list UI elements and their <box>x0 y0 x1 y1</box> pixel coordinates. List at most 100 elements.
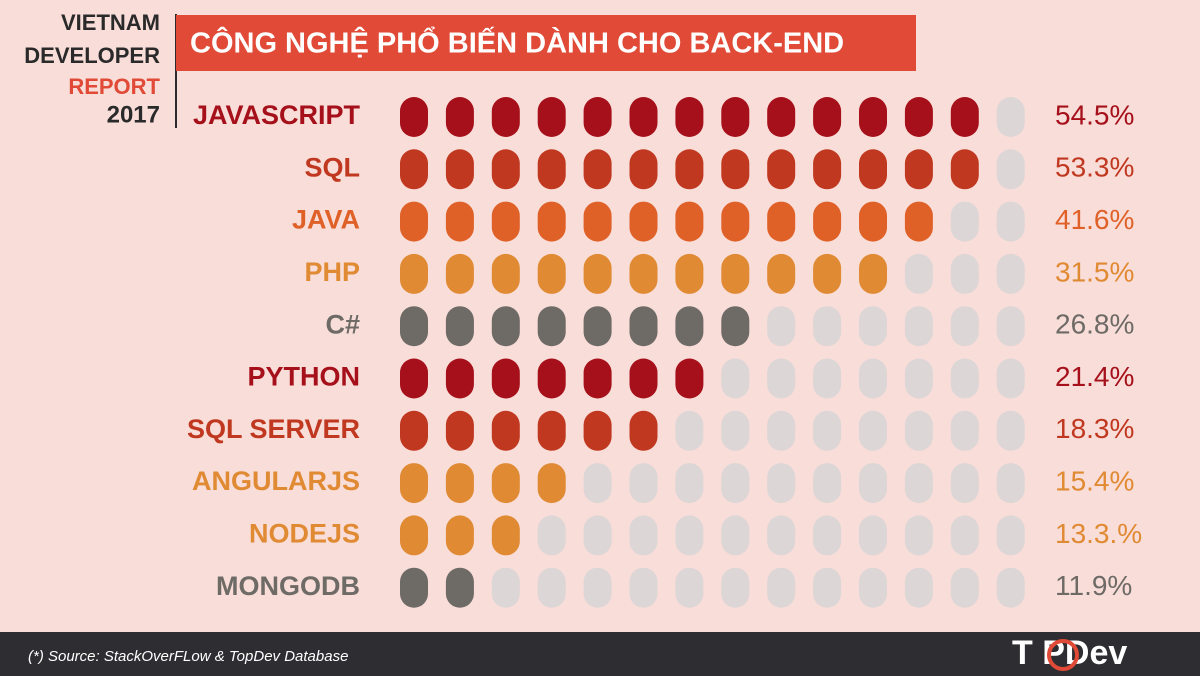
empty-pill <box>675 410 704 451</box>
value-label: 21.4% <box>1055 361 1134 392</box>
logo-icon <box>1047 639 1079 671</box>
empty-pill <box>583 463 612 504</box>
filled-pill <box>445 567 474 608</box>
empty-pill <box>904 306 933 347</box>
empty-pill <box>950 253 979 294</box>
filled-pill <box>629 201 658 242</box>
empty-pill <box>767 515 796 556</box>
filled-pill <box>445 149 474 190</box>
empty-pill <box>950 463 979 504</box>
filled-pill <box>813 149 842 190</box>
filled-pill <box>583 358 612 399</box>
empty-pill <box>629 463 658 504</box>
value-label: 53.3% <box>1055 152 1134 183</box>
filled-pill <box>721 149 750 190</box>
empty-pill <box>904 463 933 504</box>
category-label: NODEJS <box>249 519 360 549</box>
category-label: MONGODB <box>216 571 360 601</box>
filled-pill <box>629 97 658 137</box>
filled-pill <box>491 253 520 294</box>
filled-pill <box>767 253 796 294</box>
empty-pill <box>537 567 566 608</box>
category-label: SQL <box>304 152 360 182</box>
header-line: REPORT <box>68 74 160 99</box>
category-label: JAVA <box>292 205 360 235</box>
source-note: (*) Source: StackOverFLow & TopDev Datab… <box>28 648 348 665</box>
filled-pill <box>491 515 520 556</box>
empty-pill <box>721 567 750 608</box>
filled-pill <box>904 97 933 137</box>
value-label: 31.5% <box>1055 256 1134 287</box>
empty-pill <box>491 567 520 608</box>
value-label: 15.4% <box>1055 465 1134 496</box>
value-label: 18.3% <box>1055 413 1134 444</box>
filled-pill <box>400 410 428 451</box>
filled-pill <box>583 410 612 451</box>
filled-pill <box>629 149 658 190</box>
chart-title: CÔNG NGHỆ PHỔ BIẾN DÀNH CHO BACK-END <box>190 26 844 60</box>
filled-pill <box>491 410 520 451</box>
filled-pill <box>583 306 612 347</box>
filled-pill <box>445 97 474 137</box>
filled-pill <box>767 201 796 242</box>
filled-pill <box>813 201 842 242</box>
empty-pill <box>859 567 887 608</box>
filled-pill <box>400 306 428 347</box>
category-label: C# <box>325 309 360 339</box>
empty-pill <box>767 306 796 347</box>
empty-pill <box>996 463 1025 504</box>
filled-pill <box>400 201 428 242</box>
filled-pill <box>950 97 979 137</box>
filled-pill <box>859 253 887 294</box>
empty-pill <box>950 306 979 347</box>
filled-pill <box>445 515 474 556</box>
empty-pill <box>537 515 566 556</box>
filled-pill <box>400 463 428 504</box>
filled-pill <box>675 358 704 399</box>
footer-bar <box>0 632 1200 676</box>
empty-pill <box>721 358 750 399</box>
filled-pill <box>491 358 520 399</box>
empty-pill <box>813 306 842 347</box>
filled-pill <box>537 97 566 137</box>
filled-pill <box>537 463 566 504</box>
filled-pill <box>950 149 979 190</box>
empty-pill <box>675 463 704 504</box>
filled-pill <box>491 201 520 242</box>
filled-pill <box>445 463 474 504</box>
empty-pill <box>813 410 842 451</box>
empty-pill <box>721 515 750 556</box>
filled-pill <box>629 410 658 451</box>
empty-pill <box>767 358 796 399</box>
value-label: 41.6% <box>1055 204 1134 235</box>
empty-pill <box>996 567 1025 608</box>
category-label: PHP <box>304 257 360 287</box>
filled-pill <box>813 97 842 137</box>
filled-pill <box>400 567 428 608</box>
filled-pill <box>675 201 704 242</box>
filled-pill <box>767 97 796 137</box>
empty-pill <box>996 306 1025 347</box>
value-label: 13.3.% <box>1055 518 1142 549</box>
filled-pill <box>583 97 612 137</box>
filled-pill <box>583 201 612 242</box>
category-label: ANGULARJS <box>192 466 360 496</box>
filled-pill <box>445 358 474 399</box>
empty-pill <box>859 306 887 347</box>
empty-pill <box>675 515 704 556</box>
header-line: 2017 <box>107 101 160 128</box>
filled-pill <box>721 253 750 294</box>
empty-pill <box>859 410 887 451</box>
header-line: DEVELOPER <box>24 43 160 68</box>
empty-pill <box>583 567 612 608</box>
filled-pill <box>400 97 428 137</box>
filled-pill <box>629 253 658 294</box>
empty-pill <box>859 358 887 399</box>
value-label: 54.5% <box>1055 99 1134 130</box>
empty-pill <box>859 463 887 504</box>
filled-pill <box>400 253 428 294</box>
empty-pill <box>859 515 887 556</box>
empty-pill <box>904 515 933 556</box>
